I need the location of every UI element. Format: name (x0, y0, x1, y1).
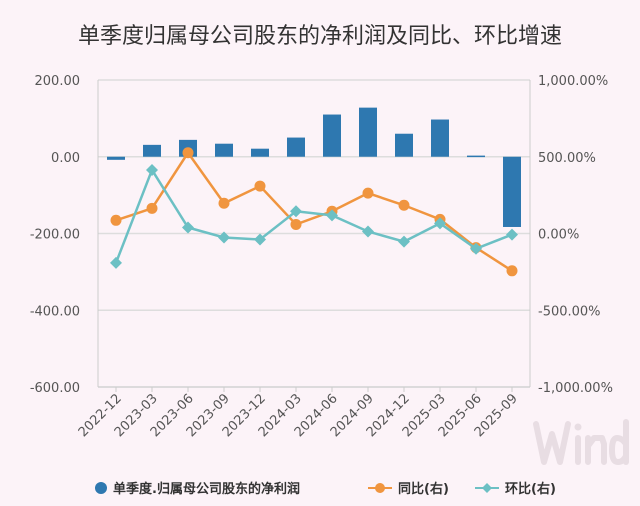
bar (107, 156, 125, 160)
bar (503, 156, 521, 227)
line-point (218, 197, 230, 209)
y-tick-label-right: -500.00% (538, 304, 601, 319)
y-tick-label-left: -400.00 (30, 304, 80, 319)
line-point (110, 256, 122, 269)
line-point (398, 235, 410, 248)
series-line (114, 167, 513, 264)
line-point (290, 205, 302, 218)
legend-item-profit[interactable]: 单季度.归属母公司股东的净利润 (95, 478, 300, 497)
y-tick-label-right: 1,000.00% (538, 74, 608, 89)
line-point (362, 187, 374, 199)
bar (431, 119, 449, 157)
bar (395, 133, 413, 157)
line-point (290, 218, 302, 230)
bar (359, 107, 377, 157)
y-tick-label-left: 200.00 (35, 74, 81, 89)
legend-item-yoy[interactable]: 同比(右) (368, 478, 449, 497)
line-point (362, 225, 374, 238)
legend-label: 单季度.归属母公司股东的净利润 (113, 482, 300, 497)
bar (251, 148, 269, 157)
y-tick-label-left: -600.00 (30, 381, 80, 396)
line-point (434, 217, 446, 230)
line-point (326, 209, 338, 222)
legend-item-qoq[interactable]: 环比(右) (475, 478, 556, 497)
legend-bar-icon (95, 481, 107, 494)
line-point (218, 231, 230, 244)
line-point (110, 214, 122, 226)
series-line (115, 150, 513, 272)
line-point (182, 147, 194, 159)
y-tick-label-right: -1,000.00% (538, 381, 613, 396)
chart-title: 单季度归属母公司股东的净利润及同比、环比增速 (77, 24, 562, 49)
legend-label: 环比(右) (505, 482, 556, 497)
line-point (398, 199, 410, 211)
y-tick-label-left: 0.00 (51, 151, 80, 166)
bar (323, 114, 341, 157)
bar (467, 155, 485, 158)
y-tick-label-right: 500.00% (538, 151, 596, 166)
legend-diamond-icon (475, 482, 499, 493)
watermark-logo (533, 419, 629, 465)
line-point (506, 265, 518, 277)
line-point (470, 242, 482, 255)
line-point (254, 233, 266, 246)
line-point (146, 202, 158, 214)
legend-circle-icon (368, 482, 392, 493)
y-tick-label-right: 0.00% (538, 228, 579, 243)
bar (215, 143, 233, 157)
line-point (146, 163, 158, 176)
line-point (506, 228, 518, 241)
bar (287, 137, 305, 157)
bar (143, 144, 161, 157)
y-tick-label-left: -200.00 (30, 228, 80, 243)
line-point (254, 180, 266, 192)
legend-label: 同比(右) (398, 482, 449, 497)
line-point (182, 221, 194, 234)
